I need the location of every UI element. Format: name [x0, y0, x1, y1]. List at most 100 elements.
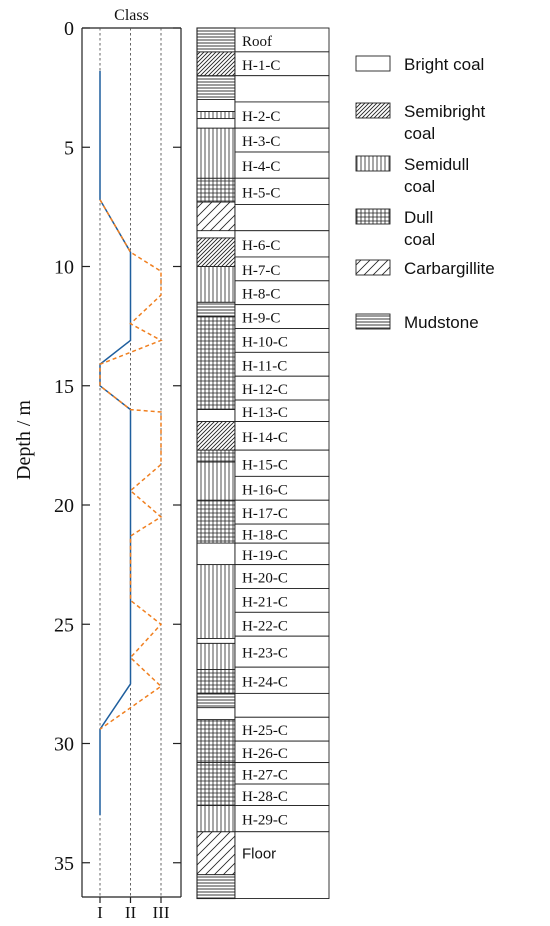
class-tick-label: II	[125, 903, 137, 922]
legend-label: coal	[404, 230, 435, 249]
sample-cell	[234, 75, 330, 103]
sample-label: H-28-C	[242, 789, 288, 805]
sample-label: H-13-C	[242, 405, 288, 421]
lithology-layer-dull	[196, 499, 236, 544]
sample-cell	[234, 635, 330, 668]
lithology-layer-bright	[196, 638, 236, 644]
depth-tick-label: 0	[64, 18, 74, 40]
legend-label: coal	[404, 124, 435, 143]
lithology-layer-carbargillite	[196, 201, 236, 232]
sample-cell	[234, 151, 330, 179]
sample-label: H-14-C	[242, 430, 288, 446]
class-tick-label: I	[97, 903, 103, 922]
lithology-layer-bright	[196, 118, 236, 129]
lithology-layer-mudstone	[196, 75, 236, 100]
lithology-layer-bright	[196, 707, 236, 721]
depth-tick-label: 30	[54, 734, 74, 756]
lithology-layer-carbargillite	[196, 831, 236, 876]
lithology-layer-mudstone	[196, 27, 236, 53]
sample-label: H-2-C	[242, 109, 280, 125]
legend-swatch-carbargillite	[355, 259, 391, 276]
depth-tick-label: 35	[54, 853, 74, 875]
sample-cell	[234, 805, 330, 833]
sample-label: H-12-C	[242, 382, 288, 398]
lithology-layer-semidull	[196, 266, 236, 303]
class-line-solid	[99, 70, 132, 816]
sample-label: H-27-C	[242, 767, 288, 783]
sample-label: H-24-C	[242, 674, 288, 690]
legend-label: Mudstone	[404, 313, 479, 332]
sample-label: H-6-C	[242, 238, 280, 254]
sample-cell	[234, 230, 330, 258]
legend-label: Semidull	[404, 155, 469, 174]
lithology-layer-bright	[196, 542, 236, 566]
sample-column: Roof H-1-C H-2-C H-3-C H-4-C H-5-C H-6-C H-7-C H…	[234, 27, 330, 899]
sample-label: H-16-C	[242, 482, 288, 498]
sample-label: H-26-C	[242, 746, 288, 762]
lithology-layer-mudstone	[196, 874, 236, 899]
legend-label: Dull	[404, 208, 433, 227]
sample-label: H-5-C	[242, 185, 280, 201]
lithology-layer-bright	[196, 99, 236, 112]
sample-label: H-23-C	[242, 646, 288, 662]
sample-label: H-1-C	[242, 58, 280, 74]
sample-label: H-8-C	[242, 287, 280, 303]
lithology-layer-dull	[196, 719, 236, 763]
legend-swatch-bright	[355, 55, 391, 72]
sample-label: Floor	[242, 846, 276, 863]
sample-cell	[234, 831, 330, 899]
depth-tick-label: 15	[54, 376, 74, 398]
class-axis-title: Class	[114, 7, 149, 24]
legend-label: Semibright	[404, 102, 486, 121]
legend-swatch-dull	[355, 208, 391, 225]
sample-label: H-21-C	[242, 594, 288, 610]
sample-cell	[234, 421, 330, 451]
sample-label: H-20-C	[242, 571, 288, 587]
depth-tick-label: 25	[54, 614, 74, 636]
sample-label: Roof	[242, 34, 272, 50]
lithology-layer-dull	[196, 316, 236, 410]
lithology-layer-semidull	[196, 805, 236, 833]
sample-label: H-18-C	[242, 528, 288, 544]
lithology-layer-semidull	[196, 127, 236, 179]
depth-tick-label: 5	[64, 137, 74, 159]
sample-label: H-7-C	[242, 263, 280, 279]
sample-label: H-4-C	[242, 159, 280, 175]
sample-cell	[234, 449, 330, 477]
depth-tick-label: 10	[54, 257, 74, 279]
lithology-layer-mudstone	[196, 693, 236, 709]
legend-swatch-semidull	[355, 155, 391, 172]
lithology-layer-dull	[196, 177, 236, 203]
lithology-layer-dull	[196, 449, 236, 463]
sample-label: H-9-C	[242, 311, 280, 327]
class-line-dashed	[99, 199, 163, 730]
sample-label: H-25-C	[242, 723, 288, 739]
sample-label: H-22-C	[242, 618, 288, 634]
lithology-column	[196, 27, 236, 900]
lithology-layer-mudstone	[196, 301, 236, 317]
legend-swatch-mudstone	[355, 313, 391, 330]
lithology-layer-semibright	[196, 51, 236, 77]
sample-label: H-29-C	[242, 813, 288, 829]
lithology-layer-semidull	[196, 642, 236, 670]
lithology-layer-dull	[196, 669, 236, 694]
sample-label: H-17-C	[242, 506, 288, 522]
sample-label: H-11-C	[242, 358, 287, 374]
legend-swatch-semibright	[355, 102, 391, 119]
depth-axis-title: Depth / m	[13, 400, 35, 480]
lithology-layer-bright	[196, 409, 236, 422]
class-ticks: I II III	[97, 897, 170, 922]
legend-label: Carbargillite	[404, 259, 495, 278]
sample-label: H-15-C	[242, 457, 288, 473]
class-tick-label: III	[153, 903, 170, 922]
legend: Bright coal Semibright coal Semidull coal Dul…	[355, 55, 495, 332]
sample-label: H-3-C	[242, 134, 280, 150]
sample-cell	[234, 692, 330, 718]
lithology-layer-semidull	[196, 564, 236, 639]
lithology-layer-semidull	[196, 111, 236, 120]
sample-label: H-10-C	[242, 334, 288, 350]
lithology-layer-semidull	[196, 461, 236, 501]
sample-cell	[234, 204, 330, 232]
